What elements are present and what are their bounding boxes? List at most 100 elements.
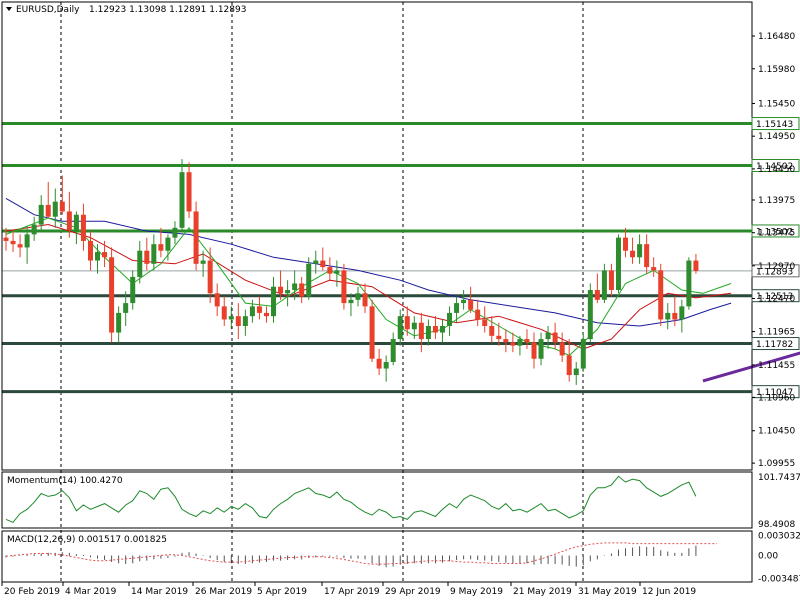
- header-symbol: EURUSD,Daily: [16, 5, 80, 15]
- candle-body-74: [524, 339, 530, 343]
- candles: [3, 159, 699, 385]
- candle-body-53: [376, 358, 382, 369]
- candle-body-15: [109, 257, 115, 333]
- candle-body-42: [299, 283, 305, 297]
- trendline: [702, 351, 800, 383]
- price-tick-5: 1.13975: [758, 196, 795, 206]
- candle-body-67: [475, 309, 481, 320]
- candle-body-58: [411, 322, 417, 330]
- candle-body-29: [207, 260, 213, 294]
- candle-body-76: [538, 339, 544, 359]
- candle-body-17: [123, 303, 129, 313]
- candle-body-50: [355, 293, 361, 300]
- candle-body-43: [306, 263, 312, 297]
- candle-body-77: [545, 332, 551, 340]
- ma-fast-line: [5, 217, 732, 357]
- price-tick-4: 1.14450: [758, 165, 795, 175]
- candle-body-24: [172, 227, 178, 238]
- pane-frame-1: [1, 471, 753, 529]
- macd-tick-2: -0.003487: [758, 575, 800, 585]
- candle-body-27: [193, 211, 199, 264]
- price-tick-9: 1.11965: [758, 328, 795, 338]
- candle-body-41: [292, 283, 298, 290]
- level-box-5: [751, 385, 800, 399]
- candle-body-14: [102, 252, 108, 258]
- candle-body-30: [214, 293, 220, 307]
- candle-body-83: [587, 290, 593, 340]
- candle-body-62: [439, 326, 445, 333]
- candle-body-79: [559, 342, 565, 356]
- candle-body-13: [95, 252, 101, 261]
- candle-body-35: [249, 306, 255, 317]
- candle-body-59: [418, 322, 424, 340]
- momentum-tick-1: 98.4908: [758, 520, 795, 530]
- candle-body-16: [116, 312, 122, 333]
- candle-body-47: [334, 270, 340, 274]
- candle-body-65: [461, 299, 467, 304]
- collapse-triangle-icon[interactable]: [6, 7, 12, 11]
- trendline-group: [702, 351, 800, 383]
- level-box-4: [751, 337, 800, 351]
- candle-body-21: [151, 244, 157, 264]
- candle-body-86: [608, 270, 614, 290]
- candle-body-20: [144, 250, 150, 264]
- candle-body-7: [52, 201, 58, 217]
- candle-body-12: [87, 240, 93, 261]
- candle-body-23: [165, 237, 171, 251]
- candle-body-66: [468, 299, 474, 310]
- candle-body-3: [24, 234, 30, 248]
- momentum-title: Momentum(14) 100.4270: [7, 476, 123, 486]
- horizontal-levels: [2, 122, 752, 394]
- candle-body-60: [425, 326, 431, 340]
- candle-body-36: [256, 306, 262, 313]
- price-tick-10: 1.11455: [758, 361, 795, 371]
- level-label-0: 1.15143: [756, 120, 793, 130]
- candle-body-8: [59, 201, 65, 212]
- price-tick-1: 1.15980: [758, 65, 795, 75]
- candle-body-91: [644, 244, 650, 268]
- chart-header: EURUSD,Daily 1.12923 1.13098 1.12891 1.1…: [6, 5, 246, 15]
- candle-body-1: [10, 240, 16, 245]
- time-label-1: 4 Mar 2019: [65, 587, 117, 597]
- time-label-2: 14 Mar 2019: [131, 587, 188, 597]
- candle-body-39: [278, 286, 284, 294]
- candle-body-96: [679, 306, 685, 320]
- time-label-10: 12 Jun 2019: [642, 587, 696, 597]
- candle-body-54: [383, 362, 389, 369]
- macd-tick-0: 0.003032: [758, 531, 800, 541]
- candle-body-0: [3, 237, 9, 241]
- candle-body-82: [580, 339, 586, 369]
- candle-body-85: [601, 270, 607, 300]
- price-tick-3: 1.14950: [758, 132, 795, 142]
- price-tick-0: 1.16480: [758, 32, 795, 42]
- candle-body-48: [341, 270, 347, 304]
- level-box-1: [751, 159, 800, 173]
- candle-body-94: [665, 312, 671, 320]
- macd-pane: MACD(12,26,9) 0.001517 0.001825: [5, 535, 717, 568]
- candle-body-46: [327, 267, 333, 274]
- candle-body-97: [686, 260, 692, 307]
- candle-body-63: [447, 312, 453, 326]
- level-label-2: 1.13502: [756, 227, 793, 237]
- time-label-3: 26 Mar 2019: [195, 587, 252, 597]
- candle-body-61: [432, 326, 438, 333]
- candle-body-19: [137, 250, 143, 277]
- macd-signal-line: [5, 542, 717, 565]
- level-label-3: 1.12513: [756, 292, 793, 302]
- time-axis: 20 Feb 2019 4 Mar 2019 14 Mar 2019 26 Mar 2…: [1, 582, 696, 597]
- candle-body-10: [73, 214, 79, 230]
- time-label-8: 21 May 2019: [513, 587, 572, 597]
- macd-tick-1: 0.00: [758, 552, 778, 562]
- candle-body-52: [369, 306, 375, 359]
- price-tick-11: 1.10960: [758, 393, 795, 403]
- level-box-3: [751, 289, 800, 303]
- price-tick-6: 1.13475: [758, 229, 795, 239]
- time-label-0: 20 Feb 2019: [4, 587, 60, 597]
- time-label-9: 31 May 2019: [578, 587, 637, 597]
- level-label-4: 1.11782: [756, 340, 793, 350]
- ma-slow-line: [5, 197, 732, 327]
- candle-body-31: [221, 306, 227, 320]
- candle-body-72: [510, 342, 516, 346]
